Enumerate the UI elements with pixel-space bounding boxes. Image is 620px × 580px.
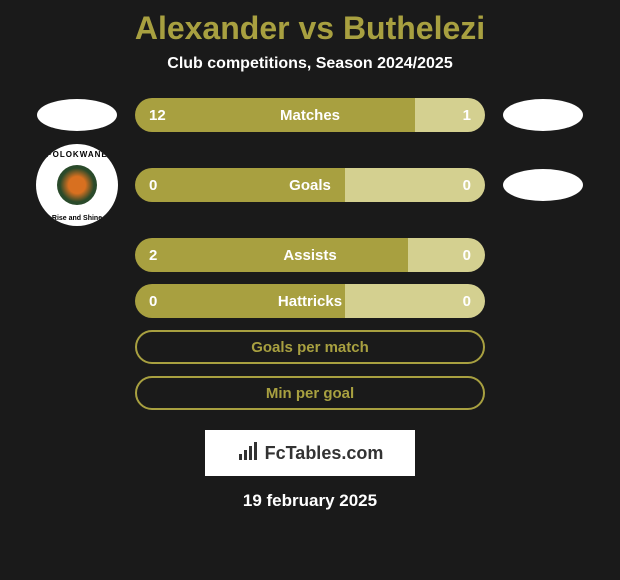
- stat-left-value: 0: [135, 284, 345, 318]
- club-badge-left: POLOKWANE Rise and Shine: [36, 144, 118, 226]
- club-right-avatar: [503, 169, 583, 201]
- main-container: Alexander vs Buthelezi Club competitions…: [0, 0, 620, 511]
- stat-right-value: 0: [408, 238, 485, 272]
- stat-left-value: 0: [135, 168, 345, 202]
- player-right-avatar: [503, 99, 583, 131]
- stat-bar-matches: 12 1 Matches: [135, 98, 485, 132]
- page-title: Alexander vs Buthelezi: [0, 10, 620, 47]
- stat-bar-empty-mpg: Min per goal: [135, 376, 485, 410]
- stat-bar-assists: 2 0 Assists: [135, 238, 485, 272]
- stat-left-value: 2: [135, 238, 408, 272]
- page-subtitle: Club competitions, Season 2024/2025: [0, 55, 620, 73]
- stat-left-value: 12: [135, 98, 415, 132]
- badge-top-text: POLOKWANE: [46, 150, 107, 159]
- stat-row-matches: 12 1 Matches: [0, 98, 620, 132]
- stat-row-gpm: Goals per match: [0, 330, 620, 364]
- date-text: 19 february 2025: [0, 491, 620, 511]
- stat-right-value: 1: [415, 98, 485, 132]
- stat-bar-empty-gpm: Goals per match: [135, 330, 485, 364]
- badge-bottom-text: Rise and Shine: [52, 215, 102, 222]
- stat-right-value: 0: [345, 284, 485, 318]
- chart-icon: [237, 440, 259, 467]
- stat-row-mpg: Min per goal: [0, 376, 620, 410]
- stat-row-assists: 2 0 Assists: [0, 238, 620, 272]
- stat-right-value: 0: [345, 168, 485, 202]
- stat-row-hattricks: 0 0 Hattricks: [0, 284, 620, 318]
- player-left-avatar: [37, 99, 117, 131]
- fctables-logo: FcTables.com: [205, 430, 415, 476]
- badge-center-icon: [57, 165, 97, 205]
- stat-bar-hattricks: 0 0 Hattricks: [135, 284, 485, 318]
- logo-text: FcTables.com: [265, 443, 384, 464]
- stat-row-goals: POLOKWANE Rise and Shine 0 0 Goals: [0, 144, 620, 226]
- stat-bar-goals: 0 0 Goals: [135, 168, 485, 202]
